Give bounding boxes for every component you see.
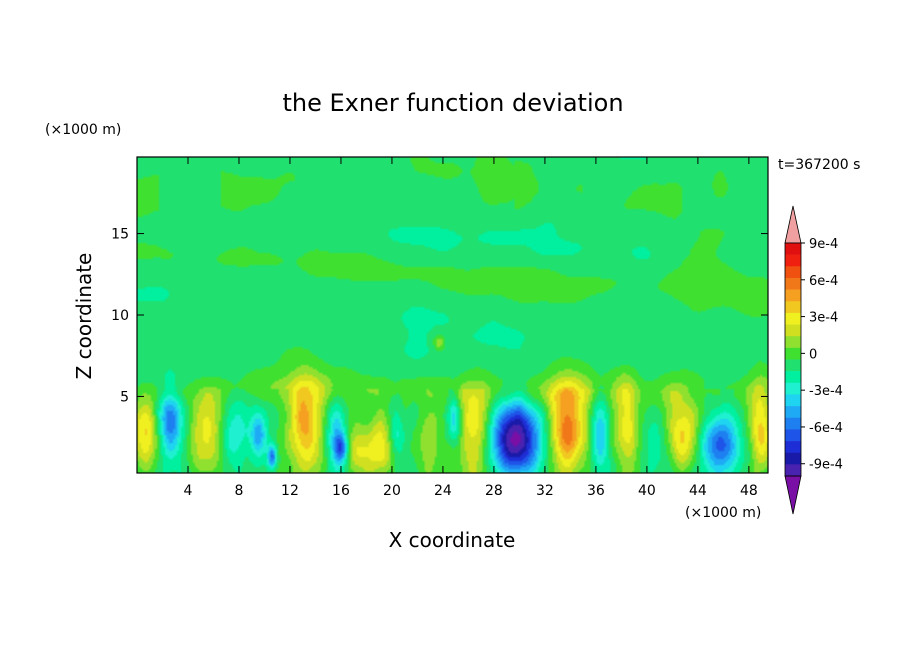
x-tick-label: 32 (536, 483, 554, 499)
colorbar-swatch (785, 417, 801, 430)
colorbar-tick-label: 9e-4 (809, 237, 838, 252)
colorbar-swatch (785, 301, 801, 314)
colorbar-swatch (785, 312, 801, 325)
colorbar-swatch (785, 452, 801, 465)
contour-field (137, 157, 768, 473)
x-tick-label: 12 (281, 483, 299, 499)
colorbar-swatch (785, 441, 801, 453)
y-axis: 5 10 15 (111, 227, 768, 405)
colorbar-swatch (785, 266, 801, 279)
x-tick-label: 4 (184, 483, 193, 499)
time-label: t=367200 s (778, 157, 860, 173)
colorbar-tick-label: -6e-4 (809, 421, 843, 436)
x-tick-label: 8 (235, 483, 244, 499)
x-axis: 4 8 12 16 20 24 28 32 36 40 44 48 (184, 157, 758, 499)
colorbar-swatch (785, 347, 801, 360)
colorbar-swatch (785, 277, 801, 290)
colorbar-tick-label: -9e-4 (809, 458, 843, 473)
colorbar-swatch (785, 464, 801, 477)
x-tick-label: 48 (740, 483, 758, 499)
colorbar-swatch (785, 359, 801, 372)
y-tick-label: 10 (111, 308, 129, 324)
colorbar-tick-label: 0 (809, 347, 817, 362)
colorbar-under-triangle (784, 475, 802, 515)
x-tick-label: 20 (383, 483, 401, 499)
colorbar-tick-label: -3e-4 (809, 384, 843, 399)
chart-title: the Exner function deviation (282, 89, 623, 117)
colorbar-swatch (785, 324, 801, 337)
plot-area (136, 156, 769, 474)
x-tick-label: 28 (485, 483, 503, 499)
colorbar: -9e-4 -6e-4 -3e-4 0 3e-4 6e-4 9e-4 (784, 205, 843, 515)
y-unit-label: (×1000 m) (45, 122, 121, 138)
colorbar-swatch (785, 406, 801, 419)
colorbar-swatch (785, 254, 801, 267)
x-tick-label: 16 (332, 483, 350, 499)
colorbar-swatch (785, 394, 801, 407)
y-axis-label: Z coordinate (72, 253, 96, 380)
colorbar-frame (784, 242, 802, 477)
colorbar-swatch (785, 382, 801, 395)
x-tick-label: 24 (434, 483, 452, 499)
x-tick-label: 40 (638, 483, 656, 499)
colorbar-swatch (785, 243, 801, 255)
y-tick-label: 15 (111, 227, 129, 243)
x-unit-label: (×1000 m) (685, 505, 761, 521)
colorbar-swatch (785, 429, 801, 442)
x-axis-label: X coordinate (389, 528, 516, 552)
colorbar-tick-label: 3e-4 (809, 311, 838, 326)
colorbar-swatch (785, 371, 801, 384)
y-tick-label: 5 (120, 389, 129, 405)
x-tick-label: 44 (689, 483, 707, 499)
colorbar-tick-label: 6e-4 (809, 274, 838, 289)
colorbar-swatch (785, 289, 801, 302)
colorbar-over-triangle (784, 205, 802, 244)
colorbar-swatch (785, 336, 801, 349)
x-tick-label: 36 (587, 483, 605, 499)
